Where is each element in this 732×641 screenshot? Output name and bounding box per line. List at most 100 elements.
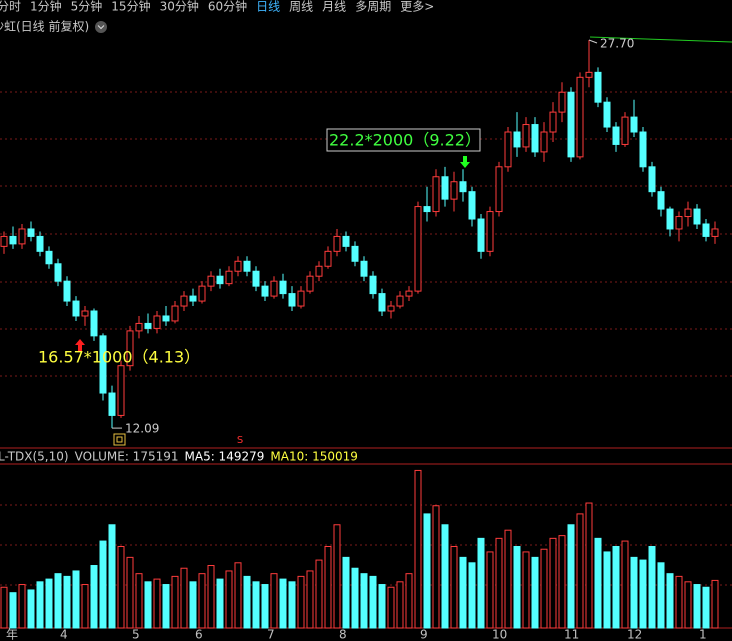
toolbar-tab[interactable]: 30分钟 [160,0,199,14]
x-tick-label: 10 [492,628,507,641]
candle-body [72,300,80,317]
high-label: 27.70 [600,37,634,51]
volume-bar [513,546,521,629]
volume-bar [153,578,161,629]
volume-bar [657,562,665,629]
sell-note-box [326,128,481,152]
volume-bar [585,502,593,629]
volume-bar [180,567,188,629]
toolbar-tab[interactable]: 15分钟 [111,0,150,14]
candle-body [189,295,197,302]
candle-body [693,208,701,225]
volume-bar [270,573,278,629]
candle-body [432,176,440,213]
candle-body [0,235,8,247]
toolbar-tab[interactable]: 月线 [322,0,346,14]
volume-bar [234,562,242,629]
indicator-label: MA10: 150019 [270,450,358,464]
candle-body [63,280,71,302]
volume-bar [702,586,710,629]
candle-body [522,124,530,148]
volume-bar [306,570,314,629]
candle-body [18,228,26,245]
candle-body [153,315,161,329]
volume-bar [459,556,467,629]
volume-bar [54,573,62,629]
volume-bar [495,537,503,629]
volume-bar [279,578,287,629]
volume-bar [648,546,656,629]
toolbar-tab[interactable]: 5分钟 [71,0,103,14]
candle-body [324,250,332,267]
volume-bar [261,584,269,629]
candle-body [513,131,521,148]
candle-body [369,275,377,295]
volume-bar [135,573,143,629]
toolbar-tab[interactable]: 更多> [400,0,434,14]
sell-arrow [460,156,470,168]
volume-bar [243,575,251,629]
candle-body [585,71,593,78]
chart-subtitle: 沙虹(日线 前复权) [0,19,89,34]
candle-body [639,131,647,168]
toolbar-tab[interactable]: 60分钟 [208,0,247,14]
candle-body [711,228,719,237]
volume-bar [189,581,197,629]
candle-body [180,295,188,307]
candle-body [549,111,557,133]
candle-body [270,280,278,297]
candle-body [135,322,143,332]
leader [588,39,598,44]
candle-body [99,335,107,394]
volume-bar [288,581,296,629]
candle-body [387,305,395,312]
x-tick-label: 11 [564,628,579,641]
x-tick-label: 9 [420,628,428,641]
volume-bar [441,524,449,629]
candle-body [657,191,665,210]
toolbar-tab[interactable]: 周线 [289,0,313,14]
toolbar-tab[interactable]: 日线 [256,0,280,14]
x-tick-label: 1 [699,628,707,641]
candle-body [207,275,215,287]
x-tick-label: 12 [627,628,642,641]
candle-body [648,166,656,193]
candle-body [279,280,287,295]
volume-bar [0,586,8,629]
volume-bar [414,469,422,629]
toolbar: 分时 1分钟 5分钟 15分钟 30分钟 60分钟 日线 周线 月线 多周期 更多> [0,0,434,14]
signal-label: S [237,435,243,446]
candle-body [333,235,341,252]
volume-bar [621,540,629,629]
volume-bar [549,537,557,629]
volume-bar [18,584,26,629]
volume-bar [252,581,260,629]
indicator-label: L-TDX(5,10) [0,450,69,464]
toolbar-tab[interactable]: 1分钟 [30,0,62,14]
volume-bar [351,567,359,629]
candle-body [144,322,152,329]
volume-bar [378,584,386,629]
volume-bar [396,581,404,629]
x-tick-label: 5 [132,628,140,641]
volume-bar [405,573,413,629]
candle-body [54,263,62,282]
candle-body [675,216,683,230]
volume-bar [315,559,323,629]
candle-body [684,208,692,218]
dropdown-button[interactable] [95,21,107,33]
candle-body [45,250,53,265]
candle-body [558,91,566,113]
volume-bar [90,565,98,629]
candle-body [198,285,206,302]
toolbar-tab[interactable]: 分时 [0,0,21,14]
candle-body [414,206,422,292]
toolbar-tab[interactable]: 多周期 [355,0,391,14]
volume-bar [630,556,638,629]
volume-bar [486,551,494,629]
volume-bar [603,551,611,629]
volume-bar [99,540,107,629]
candle-body [594,71,602,103]
volume-bar [342,556,350,629]
